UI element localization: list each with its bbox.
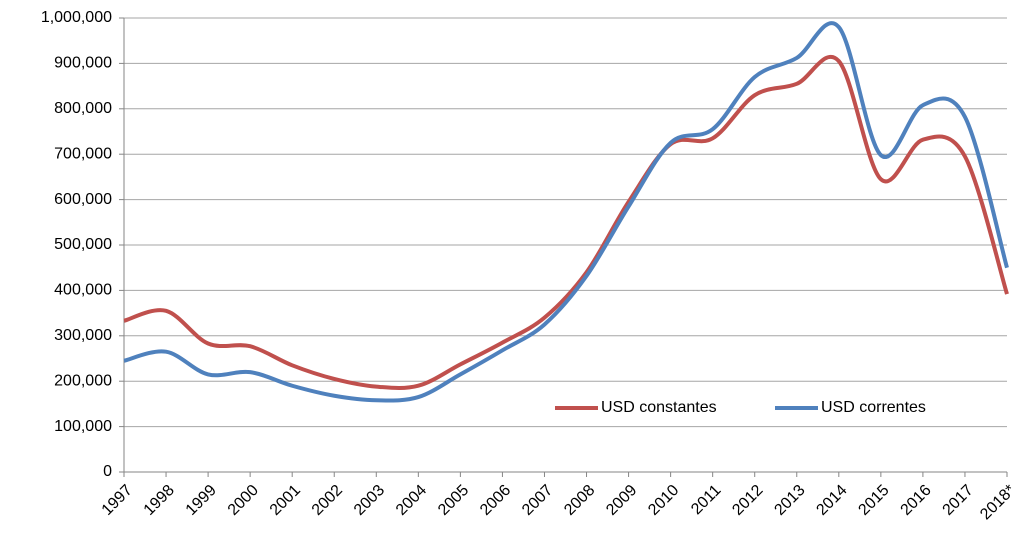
legend-label: USD correntes <box>821 399 926 416</box>
x-tick-label: 2012 <box>729 482 766 519</box>
x-tick-label: 2011 <box>688 482 724 518</box>
y-tick-label: 900,000 <box>54 55 112 72</box>
y-tick-label: 200,000 <box>54 372 112 389</box>
x-tick-label: 2014 <box>813 482 850 519</box>
y-tick-label: 1,000,000 <box>41 9 112 26</box>
x-tick-label: 2015 <box>855 482 892 519</box>
line-series <box>123 54 1009 391</box>
x-tick-label: 2009 <box>603 482 640 519</box>
y-tick-label: 0 <box>103 463 112 480</box>
x-tick-label: 2000 <box>225 482 262 519</box>
x-tick-label: 2007 <box>519 482 556 519</box>
x-tick-label: 2002 <box>309 482 346 519</box>
x-tick-label: 2016 <box>898 482 935 519</box>
x-tick-label: 2018* <box>977 482 1019 524</box>
x-tick-label: 2005 <box>435 482 472 519</box>
x-tick-label: 1999 <box>183 482 220 519</box>
line-series <box>123 21 1009 403</box>
y-tick-label: 400,000 <box>54 282 112 299</box>
x-tick-label: 1998 <box>141 482 178 519</box>
y-tick-label: 800,000 <box>54 100 112 117</box>
y-tick-label: 300,000 <box>54 327 112 344</box>
y-tick-label: 100,000 <box>54 418 112 435</box>
y-tick-label: 700,000 <box>54 145 112 162</box>
x-tick-label: 2004 <box>393 482 430 519</box>
legend-label: USD constantes <box>601 399 717 416</box>
y-tick-label: 600,000 <box>54 191 112 208</box>
x-tick-label: 2001 <box>267 482 304 519</box>
x-tick-label: 2017 <box>940 482 977 519</box>
x-tick-label: 2008 <box>561 482 598 519</box>
x-tick-label: 1997 <box>99 482 136 519</box>
x-tick-label: 2013 <box>771 482 808 519</box>
y-tick-label: 500,000 <box>54 236 112 253</box>
x-tick-label: 2010 <box>645 482 682 519</box>
x-tick-label: 2003 <box>351 482 388 519</box>
x-tick-label: 2006 <box>477 482 514 519</box>
